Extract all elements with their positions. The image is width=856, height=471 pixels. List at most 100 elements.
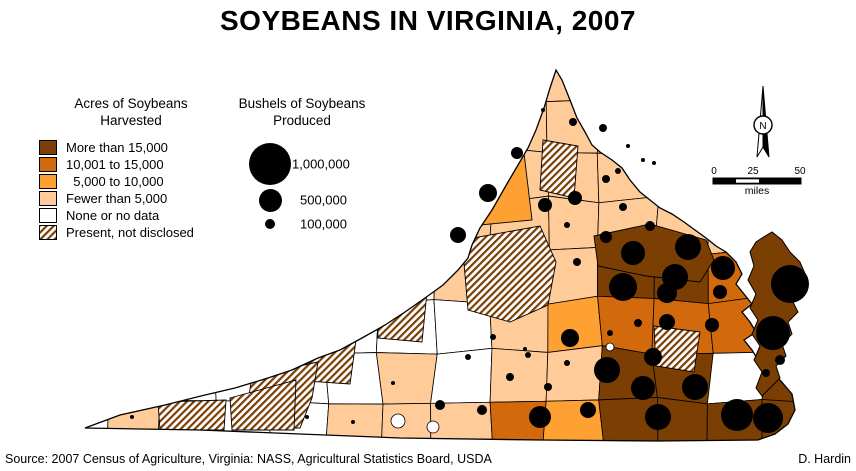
bushel-circle: [541, 108, 545, 112]
bushel-circle: [506, 373, 514, 381]
county: [103, 70, 157, 104]
bushel-circle: [538, 198, 552, 212]
bushel-circle: [435, 400, 445, 410]
scalebar-mid: 25: [747, 166, 759, 177]
county: [430, 401, 494, 441]
county-hatched: [653, 325, 701, 373]
county: [158, 347, 217, 402]
bushel-circle: [544, 383, 552, 391]
county: [85, 350, 110, 399]
county-hatched: [157, 399, 227, 431]
legend-acres-harvested: Acres of Soybeans Harvested More than 15…: [28, 96, 234, 241]
county: [106, 397, 160, 441]
legend-acres-row: 10,001 to 15,000: [28, 156, 234, 173]
county-hatched: [461, 225, 557, 323]
legend-acres-label: 10,001 to 15,000: [66, 156, 164, 172]
county: [101, 246, 163, 300]
bushel-circle: [529, 406, 551, 428]
legend-acres-label: Present, not disclosed: [66, 224, 194, 240]
bushel-circle: [600, 231, 612, 243]
bushel-circle: [645, 221, 655, 231]
bushel-circle: [756, 316, 790, 350]
bushel-circle: [775, 355, 785, 365]
bushel-circle: [631, 376, 655, 400]
bushel-circle: [525, 352, 531, 358]
county: [210, 70, 273, 101]
county: [160, 245, 220, 300]
bushel-circle: [713, 285, 727, 299]
county: [486, 70, 548, 103]
scalebar-start: 0: [711, 166, 717, 177]
legend-acres-row: Present, not disclosed: [28, 224, 234, 241]
bushel-circle: [721, 399, 753, 431]
legend-acres-items: More than 15,000 10,001 to 15,000 5,000 t…: [28, 139, 234, 241]
legend-acres-label: Fewer than 5,000: [66, 190, 168, 206]
bushel-circle: [351, 420, 355, 424]
county: [705, 70, 766, 102]
legend-bushel-circle: [249, 143, 291, 185]
legend-bushel-label: 500,000: [300, 192, 347, 208]
county: [320, 249, 381, 305]
legend-acres-title: Acres of Soybeans Harvested: [74, 96, 188, 128]
bushel-circle: [305, 415, 309, 419]
bushel-circle: [573, 258, 581, 266]
source-note: Source: 2007 Census of Agriculture, Virg…: [5, 452, 492, 466]
county: [545, 345, 603, 402]
bushel-circle: [511, 147, 523, 159]
legend-acres-label: 5,000 to 10,000: [66, 173, 164, 189]
county-hatched: [376, 281, 429, 343]
county: [650, 97, 710, 155]
county: [465, 152, 533, 227]
county: [102, 350, 164, 401]
legend-acres-label: More than 15,000: [66, 139, 168, 155]
county: [764, 147, 795, 202]
bushel-circle: [465, 354, 471, 360]
legend-swatch-m-icon: [39, 156, 57, 172]
bushel-circle: [602, 175, 610, 183]
county-hatched: [539, 139, 579, 199]
bushel-circle: [675, 234, 701, 260]
county: [156, 70, 219, 102]
county: [650, 70, 713, 100]
bushel-circle: [568, 191, 582, 205]
county: [489, 347, 549, 403]
scalebar-unit: miles: [745, 185, 770, 197]
county: [101, 297, 164, 352]
bushel-circle: [652, 161, 656, 165]
page-title: SOYBEANS IN VIRGINIA, 2007: [219, 5, 636, 36]
bushel-circle: [391, 381, 395, 385]
county: [213, 295, 273, 349]
bushel-circle: [561, 329, 579, 347]
county: [380, 402, 432, 441]
bushel-circle: [564, 360, 570, 366]
bushel-circle: [771, 265, 809, 303]
legend-swatch-w-icon: [39, 207, 57, 223]
bushel-circle: [490, 334, 496, 340]
bushel-circle: [657, 283, 677, 303]
north-circle: [753, 115, 773, 135]
legend-bushel-circle: [258, 188, 282, 212]
bushel-circle: [609, 273, 637, 301]
county: [762, 70, 795, 104]
bushel-circle: [634, 319, 642, 327]
county: [85, 70, 105, 104]
legend-bushel-label: 100,000: [300, 216, 347, 232]
county: [547, 247, 598, 305]
bushel-circle: [711, 256, 735, 280]
bushel-circle: [645, 404, 671, 430]
county: [85, 298, 104, 353]
legend-acres-row: Fewer than 5,000: [28, 190, 234, 207]
legend-bushel-label: 1,000,000: [292, 156, 350, 172]
legend-swatch-o-icon: [39, 173, 57, 189]
county: [324, 403, 384, 441]
bushel-circle: [682, 374, 708, 400]
bushel-circle: [479, 184, 497, 202]
bushel-circle: [523, 347, 527, 351]
bushel-circle: [130, 415, 134, 419]
bushel-circle: [599, 124, 607, 132]
county: [320, 70, 381, 103]
author-credit: D. Hardin: [798, 452, 851, 466]
county-hatched: [229, 379, 297, 431]
bushel-circle: [607, 330, 613, 336]
